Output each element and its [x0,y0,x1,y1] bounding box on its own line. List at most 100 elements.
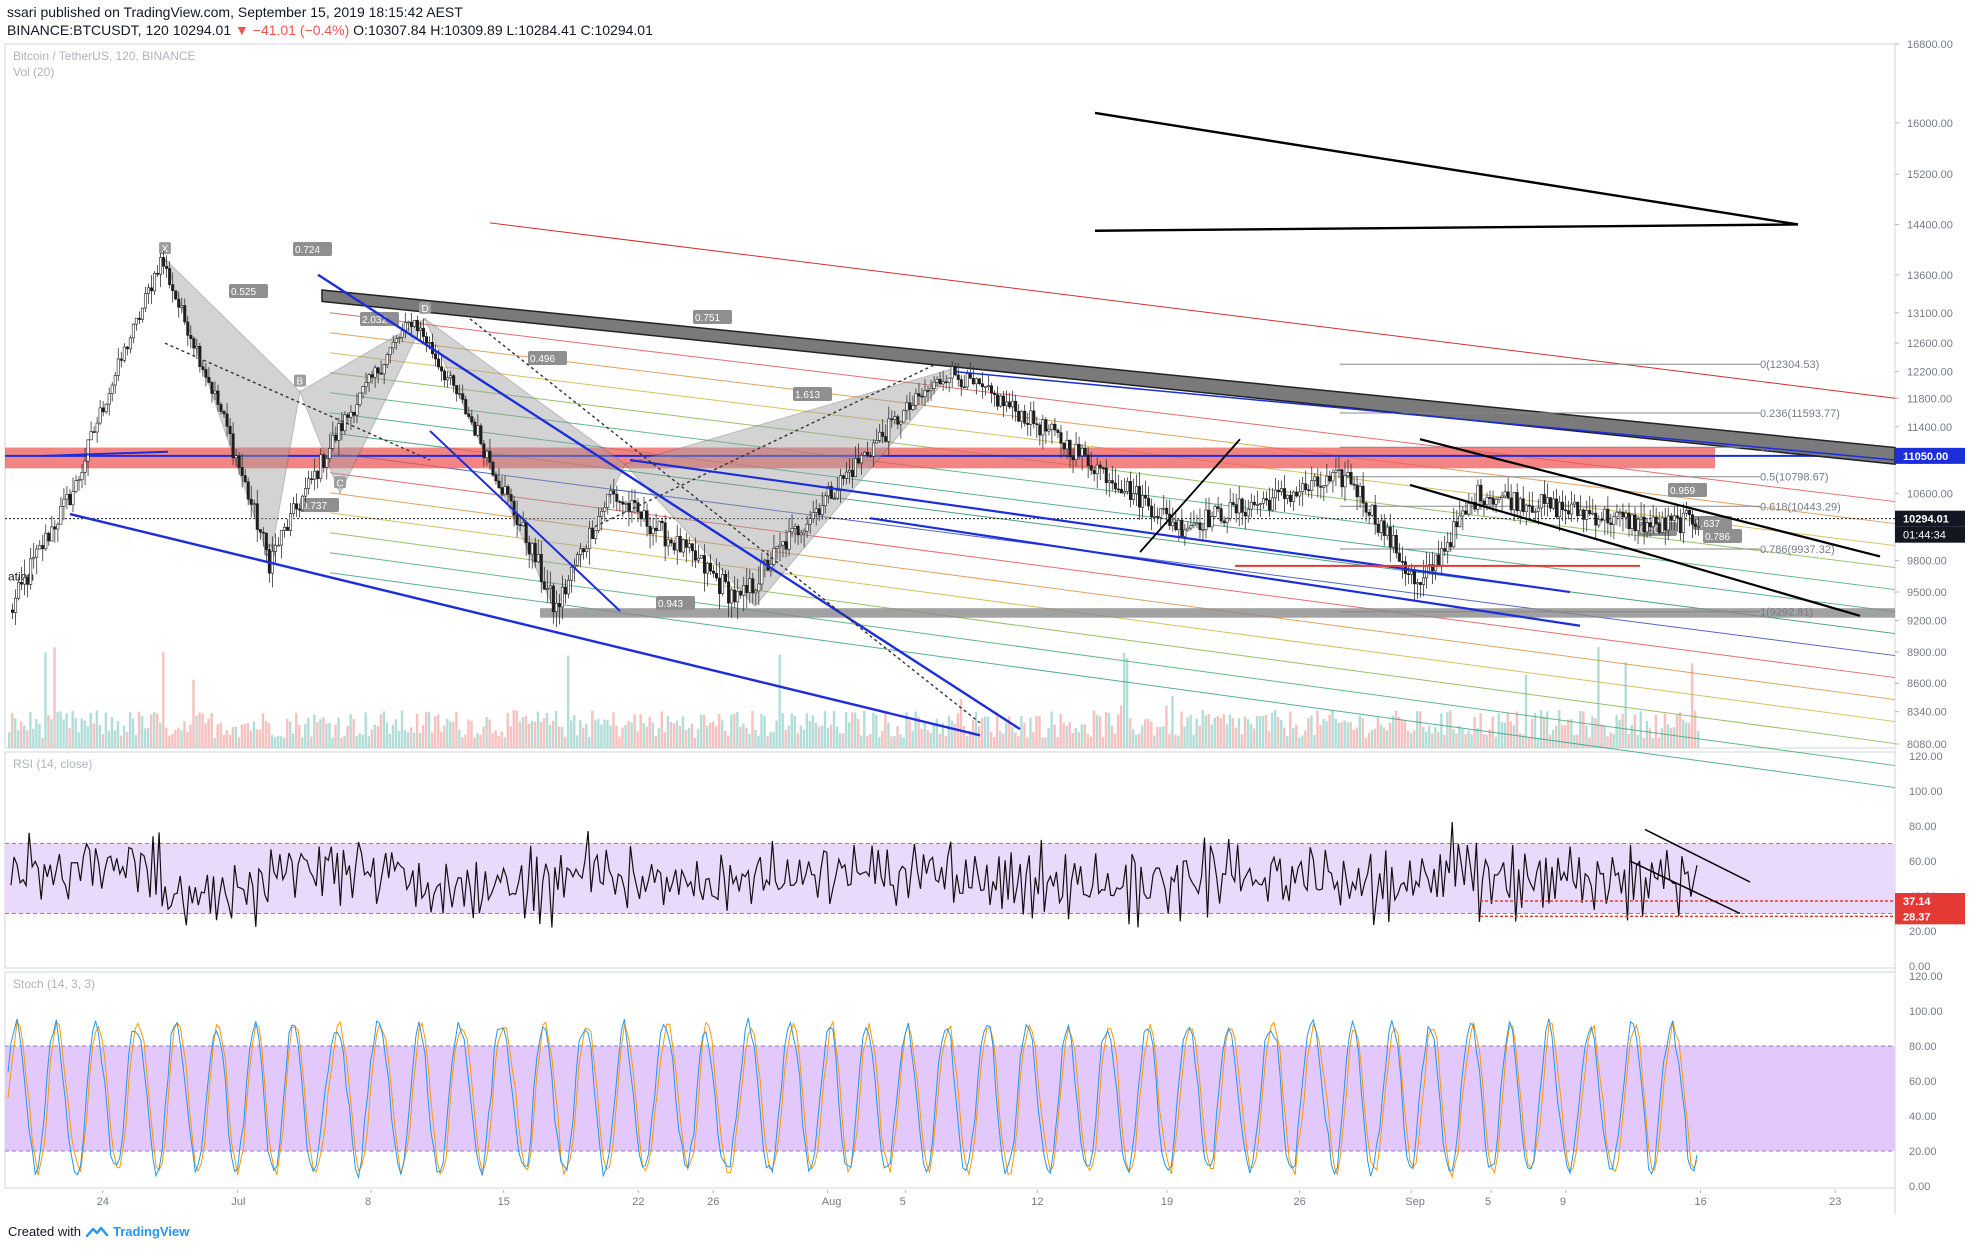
candle-body [721,573,725,594]
candle-body [473,421,477,436]
candle-body [1261,498,1265,504]
time-axis[interactable]: 24 Jul 8 15 22 26 Aug 5 12 19 26 Sep 5 9 16 23 [97,1190,1842,1208]
candle-body [32,556,36,560]
volume-bar [1095,714,1099,748]
red-trend-line [489,222,1896,399]
candle-body [1316,476,1320,487]
candle-body [911,405,915,410]
candle-body [881,431,885,437]
volume-bar [1343,720,1346,748]
candle-body [1098,464,1102,468]
volume-bar [1138,733,1141,748]
volume-bar [207,718,210,748]
candle-body [920,395,924,398]
candle-body [1280,488,1284,493]
candle-body [1645,522,1649,533]
volume-bar [1258,716,1262,748]
candle-body [551,585,555,613]
volume-bar [1047,728,1050,748]
fan-line [329,552,1896,767]
volume-bar [418,733,422,748]
candle-body [1539,494,1543,509]
dotted-trend-line [469,318,981,724]
volume-bar [974,711,978,748]
volume-bar [681,716,685,748]
volume-bar [279,736,283,748]
volume-bar [929,732,932,748]
volume-bar [866,735,869,748]
candle-body [530,542,534,555]
volume-bar [557,726,561,748]
tradingview-brand[interactable]: TradingView [112,1224,190,1239]
volume-bar [461,736,464,748]
last-price: 10294.01 [172,22,232,38]
candle-body [1663,517,1667,531]
candle-body [896,416,900,425]
volume-bar [1186,717,1189,748]
candle-body [59,505,63,525]
candle-body [1406,573,1410,575]
stoch-axis[interactable]: 0.00 20.00 40.00 60.00 80.00 100.00 120.00 [1909,971,1943,1193]
volume-bar [1497,712,1500,748]
volume-bar [766,735,769,748]
candle-body [162,257,166,267]
candle-body [1147,497,1151,507]
volume-bar [654,735,658,748]
candle-body [850,469,854,477]
candle-body [110,384,114,394]
time-tick-label: 5 [1485,1196,1491,1208]
volume-bar [1011,726,1014,748]
volume-bar [1168,733,1171,748]
candle-body [506,486,510,495]
candle-body [479,425,483,445]
volume-bar [267,722,271,748]
volume-bar [1666,723,1670,748]
candle-body [826,486,830,497]
rsi-tick-label: 120.00 [1909,751,1943,763]
volume-bar [690,723,694,748]
candle-body [811,512,815,519]
volume-bar [473,737,476,748]
candle-body [1128,481,1132,500]
candle-body [1633,514,1637,532]
candle-body [1056,429,1060,433]
volume-bar [1026,737,1029,748]
volume-bar [566,655,570,748]
candle-body [999,395,1003,407]
price-axis[interactable]: 8080.00 8340.00 8600.00 8900.00 9200.00 9500.… [1895,39,1953,751]
candle-body [1141,495,1145,508]
candle-body [1346,472,1350,477]
volume-bar [1044,737,1047,748]
volume-bar [29,711,32,748]
volume-bar [1675,714,1679,748]
candle-body [1005,401,1009,407]
volume-bar [1412,730,1416,748]
candle-body [328,448,332,459]
candle-body [1059,432,1063,444]
volume-bar [1579,710,1582,748]
candle-body [497,480,501,488]
volume-bar [724,731,727,748]
candle-body [140,307,144,320]
price-pane[interactable] [4,43,1896,749]
volume-bar [1071,733,1074,748]
candle-body [116,358,120,376]
candle-body [1606,508,1610,524]
volume-bar [1077,732,1081,748]
harmonic-point-badge [334,476,346,489]
volume-bar [1228,714,1232,748]
candle-body [17,581,21,599]
volume-bar [996,712,999,748]
candle-body [461,393,465,400]
volume-bar [1452,729,1455,748]
volume-bar [615,725,618,748]
author-link[interactable]: ssari [7,4,37,20]
volume-bar [1515,711,1519,748]
candle-body [237,455,241,468]
volume-bar [1690,663,1694,748]
time-tick-label: 24 [97,1196,109,1208]
candle-body [421,327,425,337]
volume-bar [1437,732,1440,748]
